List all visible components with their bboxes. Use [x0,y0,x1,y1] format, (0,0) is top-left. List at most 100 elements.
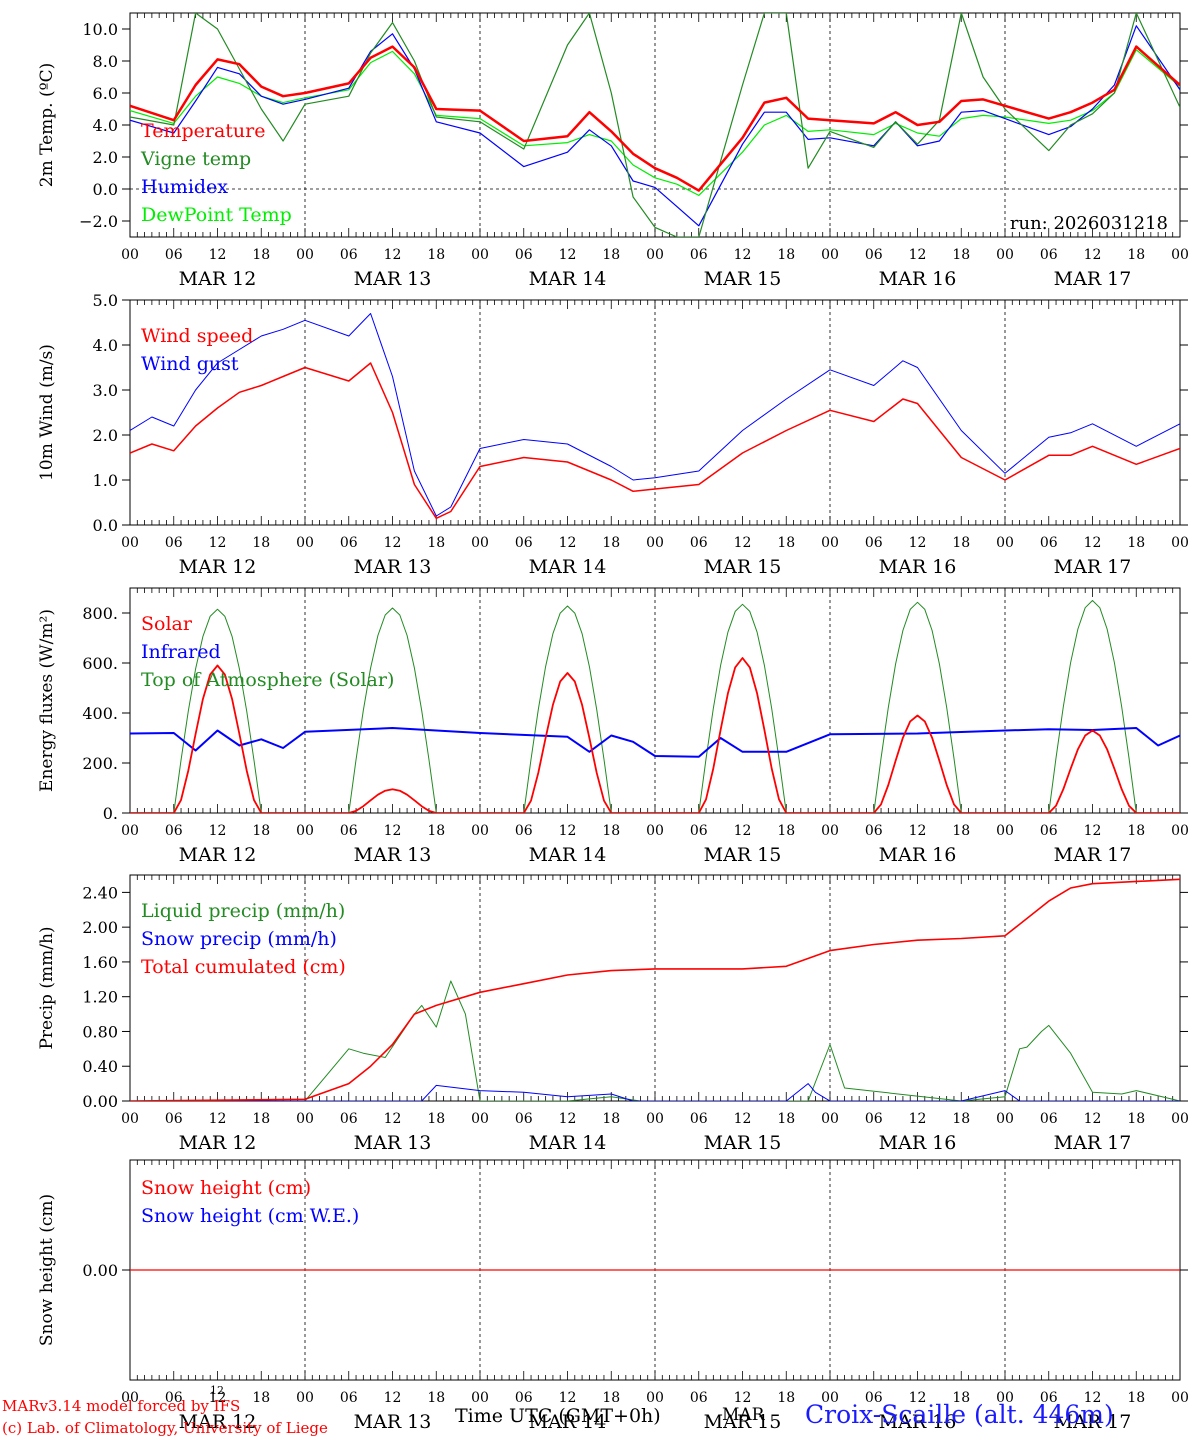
legend-entry: Wind speed [141,325,253,347]
x-tick-label: 12 [559,535,577,551]
day-label: MAR 16 [879,1411,957,1433]
panel-3: 00 06 12 18 00 06 12 18 00 06 12 18 00 06 12 18 00 06 12 18… [37,587,1189,866]
series-liquid-precip [130,980,1180,1101]
x-tick-label: 18 [427,247,445,263]
y-tick-label: −2.0 [79,212,118,231]
y-tick-label: 6.0 [93,84,118,103]
legend-entry: Top of Atmosphere (Solar) [141,669,394,691]
series-dewpoint-temp [130,49,1180,196]
x-tick-label: 12 [734,247,752,263]
day-label: MAR 13 [354,268,432,290]
legend-entry: Temperature [141,120,265,142]
x-tick-label: 12 [1084,823,1102,839]
legend-entry: Infrared [141,641,221,663]
x-tick-label: 12 [734,1390,752,1406]
x-tick-label: 06 [340,1111,358,1127]
x-tick-label: 06 [690,1390,708,1406]
x-tick-label: 18 [252,535,270,551]
x-tick-label: 00 [471,823,489,839]
x-tick-label: 12 [909,823,927,839]
series-total-cumulated [130,878,1180,1101]
x-tick-label: 00 [996,1111,1014,1127]
panel-4: 00 06 12 18 00 06 12 18 00 06 12 18 00 06 12 18 00 06 12 18… [37,874,1189,1154]
series-group [130,600,1180,813]
y-tick-label: 1.0 [93,471,118,490]
x-tick-label: 00 [821,1390,839,1406]
day-label: MAR 14 [529,1411,607,1433]
x-tick-label: 06 [865,247,883,263]
series-vigne-temp [130,13,1180,237]
day-label: MAR 13 [354,1411,432,1433]
series-temperature [130,45,1180,192]
tiny-label: 12 [210,1384,224,1397]
x-tick-label: 12 [209,1390,227,1406]
y-tick-label: 0.00 [82,1261,118,1280]
x-tick-label: 12 [909,247,927,263]
x-tick-label: 18 [252,247,270,263]
y-axis-label: 2m Temp. (ºC) [37,63,57,188]
plot-frame [129,299,1181,526]
x-tick-label: 06 [1040,823,1058,839]
legend-entry: Humidex [141,176,228,198]
x-tick-label: 00 [121,1111,139,1127]
x-tick-label: 00 [646,823,664,839]
series-group [130,878,1180,1101]
x-tick-label: 18 [952,247,970,263]
x-tick-label: 18 [602,823,620,839]
x-tick-label: 18 [777,1390,795,1406]
series-wind-gust [130,313,1180,517]
x-tick-label: 12 [1084,535,1102,551]
x-tick-label: 00 [646,247,664,263]
y-tick-label: 1.20 [82,988,118,1007]
x-tick-label: 18 [952,535,970,551]
day-label: MAR 14 [529,844,607,866]
day-label: MAR 14 [529,268,607,290]
x-tick-label: 00 [471,1111,489,1127]
x-tick-label: 06 [865,535,883,551]
day-label: MAR 17 [1054,556,1132,578]
month-label: MAR [722,1405,765,1425]
x-tick-label: 06 [690,535,708,551]
y-tick-label: 600. [82,654,118,673]
x-tick-label: 00 [121,247,139,263]
x-tick-label: 06 [165,823,183,839]
legend-entry: DewPoint Temp [141,204,292,226]
x-tick-label: 12 [909,535,927,551]
x-tick-label: 00 [121,535,139,551]
x-tick-label: 06 [1040,247,1058,263]
day-label: MAR 16 [879,1132,957,1154]
x-tick-label: 18 [777,1111,795,1127]
day-label: MAR 13 [354,1132,432,1154]
credit-line-1: MARv3.14 model forced by IFS [2,1397,241,1415]
x-tick-label: 00 [821,1111,839,1127]
x-tick-label: 12 [209,1111,227,1127]
x-tick-label: 12 [559,1111,577,1127]
series-humidex [130,25,1180,227]
x-tick-label: 18 [1127,535,1145,551]
y-tick-label: 8.0 [93,52,118,71]
x-tick-label: 06 [165,1111,183,1127]
x-tick-label: 06 [1040,1111,1058,1127]
x-tick-label: 18 [777,823,795,839]
series-group [130,313,1180,520]
x-tick-label: 18 [952,823,970,839]
x-tick-label: 12 [209,535,227,551]
x-tick-label: 12 [559,823,577,839]
x-tick-label: 00 [471,535,489,551]
y-axis-label: Precip (mm/h) [37,926,57,1049]
y-tick-label: 0. [103,804,118,823]
x-tick-label: 12 [384,823,402,839]
day-label: MAR 17 [1054,844,1132,866]
legend-entry: Snow height (cm W.E.) [141,1205,359,1227]
credit-line-2: (c) Lab. of Climatology, University of L… [2,1419,328,1437]
x-tick-label: 18 [427,1111,445,1127]
day-label: MAR 17 [1054,268,1132,290]
y-tick-label: 3.0 [93,381,118,400]
day-label: MAR 14 [529,556,607,578]
x-tick-label: 00 [296,1111,314,1127]
x-tick-label: 00 [821,535,839,551]
day-label: MAR 15 [704,844,782,866]
x-tick-label: 00 [296,535,314,551]
x-tick-label: 06 [865,823,883,839]
y-tick-label: 0.40 [82,1057,118,1076]
